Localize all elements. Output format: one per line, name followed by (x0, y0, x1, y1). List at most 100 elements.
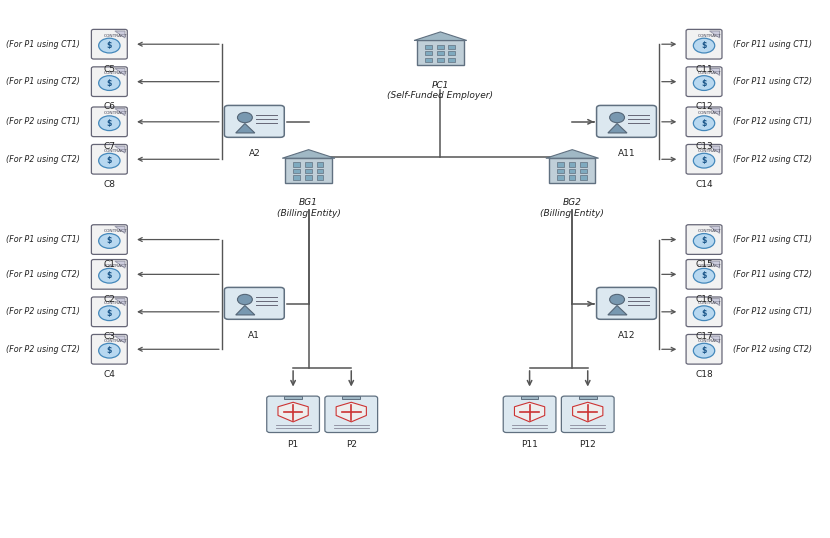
Circle shape (609, 112, 624, 123)
Polygon shape (414, 32, 466, 40)
Polygon shape (608, 306, 627, 315)
FancyBboxPatch shape (686, 335, 722, 364)
Text: CONTRACT: CONTRACT (698, 34, 721, 38)
Bar (579, 395, 597, 399)
Text: (For P2 using CT1): (For P2 using CT1) (6, 307, 80, 316)
Circle shape (99, 268, 120, 283)
Bar (569, 175, 575, 180)
Polygon shape (710, 146, 720, 153)
Text: C16: C16 (696, 295, 713, 303)
Text: (For P1 using CT2): (For P1 using CT2) (6, 77, 80, 86)
Text: (For P12 using CT2): (For P12 using CT2) (734, 345, 813, 354)
Polygon shape (608, 124, 627, 133)
Text: (For P12 using CT1): (For P12 using CT1) (734, 307, 813, 316)
Bar (520, 395, 539, 399)
Polygon shape (710, 68, 720, 75)
Text: $: $ (107, 237, 112, 245)
FancyBboxPatch shape (91, 297, 127, 327)
Text: (For P1 using CT1): (For P1 using CT1) (6, 235, 80, 244)
Text: (For P2 using CT2): (For P2 using CT2) (6, 155, 80, 164)
Bar (317, 169, 324, 173)
FancyBboxPatch shape (91, 107, 127, 137)
Text: C12: C12 (696, 102, 713, 111)
Circle shape (693, 233, 715, 249)
Text: (For P11 using CT2): (For P11 using CT2) (734, 270, 813, 279)
Bar (343, 395, 360, 399)
Text: C2: C2 (104, 295, 115, 303)
Text: CONTRACT: CONTRACT (698, 72, 721, 75)
Polygon shape (710, 109, 720, 116)
Polygon shape (236, 306, 255, 315)
Bar (549, 158, 595, 183)
FancyBboxPatch shape (686, 30, 722, 59)
Text: C11: C11 (696, 65, 713, 74)
Text: A12: A12 (618, 330, 635, 339)
Text: P12: P12 (579, 440, 596, 449)
Bar (580, 162, 587, 167)
Text: $: $ (701, 271, 706, 280)
Polygon shape (710, 336, 720, 343)
Polygon shape (115, 31, 125, 38)
Bar (557, 162, 564, 167)
Bar (569, 162, 575, 167)
Text: CONTRACT: CONTRACT (698, 111, 721, 116)
Text: P2: P2 (346, 440, 357, 449)
Bar (305, 169, 312, 173)
Text: C3: C3 (104, 332, 115, 341)
Text: (For P1 using CT2): (For P1 using CT2) (6, 270, 80, 279)
Bar (286, 158, 332, 183)
Circle shape (99, 38, 120, 53)
Polygon shape (282, 150, 335, 158)
Text: CONTRACT: CONTRACT (103, 229, 127, 233)
FancyBboxPatch shape (503, 396, 556, 433)
Bar (448, 51, 456, 55)
Text: (For P2 using CT2): (For P2 using CT2) (6, 345, 80, 354)
Bar (317, 162, 324, 167)
Text: $: $ (107, 309, 112, 318)
Bar (293, 175, 300, 180)
Text: $: $ (701, 237, 706, 245)
Circle shape (693, 343, 715, 358)
Bar (293, 162, 300, 167)
FancyBboxPatch shape (686, 297, 722, 327)
FancyBboxPatch shape (686, 259, 722, 289)
Text: BG2
(Billing Entity): BG2 (Billing Entity) (540, 199, 604, 218)
Text: C17: C17 (696, 332, 713, 341)
Circle shape (237, 112, 252, 123)
Text: CONTRACT: CONTRACT (103, 301, 127, 306)
Polygon shape (115, 261, 125, 268)
Text: C4: C4 (104, 370, 115, 379)
FancyBboxPatch shape (91, 259, 127, 289)
FancyBboxPatch shape (91, 225, 127, 254)
FancyBboxPatch shape (686, 67, 722, 96)
Polygon shape (710, 261, 720, 268)
Circle shape (693, 116, 715, 131)
FancyBboxPatch shape (91, 67, 127, 96)
Bar (437, 51, 443, 55)
FancyBboxPatch shape (91, 145, 127, 174)
Text: CONTRACT: CONTRACT (103, 34, 127, 38)
Circle shape (99, 153, 120, 168)
Circle shape (99, 233, 120, 249)
Text: $: $ (107, 79, 112, 88)
Text: (For P2 using CT1): (For P2 using CT1) (6, 117, 80, 126)
Text: CONTRACT: CONTRACT (103, 111, 127, 116)
Polygon shape (278, 402, 308, 422)
Text: C7: C7 (104, 142, 115, 151)
Text: A1: A1 (248, 330, 261, 339)
Polygon shape (710, 299, 720, 306)
Circle shape (99, 343, 120, 358)
Text: $: $ (701, 156, 706, 165)
Text: P1: P1 (287, 440, 299, 449)
Text: PC1
(Self-Funded Employer): PC1 (Self-Funded Employer) (388, 81, 493, 100)
FancyBboxPatch shape (597, 287, 657, 320)
Bar (437, 45, 443, 49)
Polygon shape (546, 150, 598, 158)
Text: C14: C14 (696, 180, 713, 189)
Circle shape (609, 294, 624, 305)
Circle shape (693, 38, 715, 53)
Text: (For P1 using CT1): (For P1 using CT1) (6, 40, 80, 49)
FancyBboxPatch shape (224, 287, 284, 320)
FancyBboxPatch shape (686, 225, 722, 254)
Bar (580, 169, 587, 173)
